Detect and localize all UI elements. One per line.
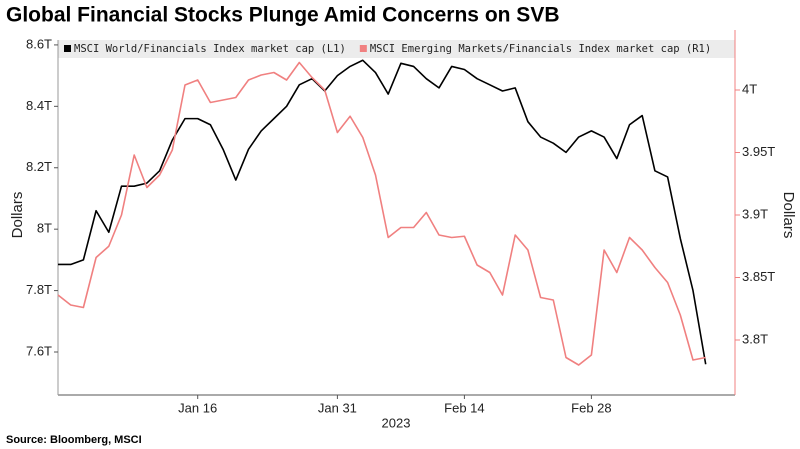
y-tick-label: 7.8T <box>26 282 52 297</box>
x-axis-label: 2023 <box>382 415 411 430</box>
y2-tick-label: 3.9T <box>742 206 768 221</box>
y2-axis-label: Dollars <box>780 192 797 239</box>
legend-swatch <box>64 45 71 52</box>
y-tick-label: 8.2T <box>26 159 52 174</box>
x-tick-label: Jan 31 <box>318 400 357 415</box>
y2-tick-label: 3.85T <box>742 269 775 284</box>
x-tick-label: Feb 14 <box>444 400 484 415</box>
legend-label: MSCI Emerging Markets/Financials Index m… <box>370 43 711 55</box>
y-tick-label: 8.6T <box>26 36 52 51</box>
x-tick-label: Feb 28 <box>571 400 611 415</box>
legend-background <box>58 40 735 58</box>
y-tick-label: 8.4T <box>26 98 52 113</box>
y-tick-label: 7.6T <box>26 343 52 358</box>
y2-tick-label: 3.95T <box>742 144 775 159</box>
chart-title: Global Financial Stocks Plunge Amid Conc… <box>6 4 560 27</box>
legend-label: MSCI World/Financials Index market cap (… <box>74 43 346 55</box>
series-line <box>57 61 706 366</box>
legend-swatch <box>359 45 367 52</box>
y2-tick-label: 4T <box>742 81 757 96</box>
y-tick-label: 8T <box>37 221 52 236</box>
series-line <box>58 59 707 365</box>
y2-tick-label: 3.8T <box>742 331 768 346</box>
source-note: Source: Bloomberg, MSCI <box>6 434 142 446</box>
y-axis-label: Dollars <box>9 192 26 239</box>
x-tick-label: Jan 16 <box>178 400 217 415</box>
